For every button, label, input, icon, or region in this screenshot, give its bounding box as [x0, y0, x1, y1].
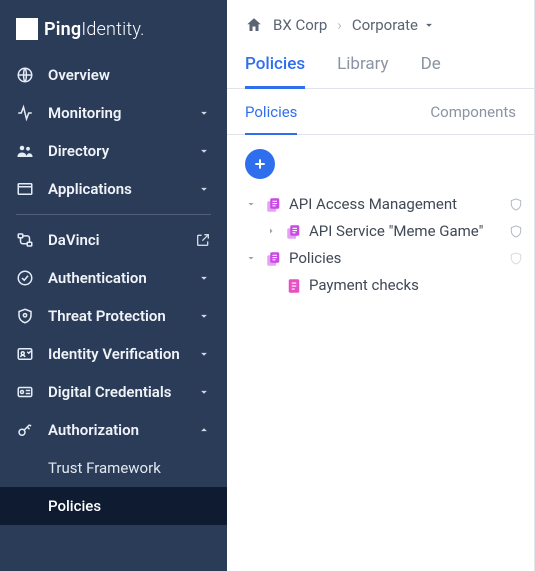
chevron-down-icon	[197, 144, 211, 158]
brand-name-thin: Identity.	[81, 19, 144, 40]
main-panel: BX Corp › Corporate Policies Library De …	[227, 0, 535, 571]
chevron-down-icon	[197, 182, 211, 196]
chevron-down-icon[interactable]	[245, 198, 259, 212]
chevron-down-icon	[197, 271, 211, 285]
breadcrumb-env[interactable]: Corporate	[352, 16, 436, 34]
sidebar-item-applications[interactable]: Applications	[0, 170, 227, 208]
brand-name: PingIdentity.	[44, 19, 145, 40]
subtab-components[interactable]: Components	[430, 89, 516, 134]
sidebar-item-digital-credentials[interactable]: Digital Credentials	[0, 373, 227, 411]
shield-outline-icon	[508, 251, 524, 267]
sidebar-item-label: Overview	[48, 66, 211, 84]
home-icon[interactable]	[245, 16, 263, 34]
breadcrumb-env-label: Corporate	[352, 16, 418, 34]
tree-node-api-service-meme-game[interactable]: API Service "Meme Game"	[245, 218, 524, 245]
window-icon	[16, 180, 34, 198]
sidebar-item-authorization[interactable]: Authorization	[0, 411, 227, 449]
add-button[interactable]	[245, 149, 275, 179]
chevron-down-icon	[197, 309, 211, 323]
policy-stack-icon	[265, 196, 283, 214]
tree-node-label: API Access Management	[289, 195, 502, 214]
plus-icon	[252, 156, 268, 172]
breadcrumb-org[interactable]: BX Corp	[273, 16, 327, 34]
tab-decision[interactable]: De	[421, 44, 441, 88]
sidebar-item-label: Digital Credentials	[48, 383, 183, 401]
sidebar-subitem-policies[interactable]: Policies	[0, 487, 227, 525]
chevron-up-icon	[197, 423, 211, 437]
chevron-down-icon	[422, 18, 436, 32]
sidebar-item-authentication[interactable]: Authentication	[0, 259, 227, 297]
tab-library[interactable]: Library	[337, 44, 388, 88]
policy-tree: API Access Management API Service "Meme …	[227, 187, 534, 299]
tabs-primary: Policies Library De	[227, 44, 534, 89]
sidebar-item-label: Threat Protection	[48, 307, 183, 325]
sidebar-item-label: DaVinci	[48, 231, 181, 249]
activity-icon	[16, 104, 34, 122]
credentials-icon	[16, 383, 34, 401]
brand: PingIdentity.	[0, 0, 227, 56]
globe-icon	[16, 66, 34, 84]
policy-stack-icon	[285, 223, 303, 241]
shield-icon	[16, 307, 34, 325]
brand-name-strong: Ping	[44, 19, 81, 40]
sidebar-item-monitoring[interactable]: Monitoring	[0, 94, 227, 132]
check-circle-icon	[16, 269, 34, 287]
sidebar-item-threat-protection[interactable]: Threat Protection	[0, 297, 227, 335]
chevron-right-icon[interactable]	[265, 225, 279, 239]
tree-node-payment-checks[interactable]: Payment checks	[245, 272, 524, 299]
subtab-policies[interactable]: Policies	[245, 89, 297, 135]
sidebar-subitem-trust-framework[interactable]: Trust Framework	[0, 449, 227, 487]
sidebar-item-label: Applications	[48, 180, 183, 198]
sidebar-divider	[16, 214, 211, 215]
tree-node-policies-group[interactable]: Policies	[245, 245, 524, 272]
sidebar-item-identity-verification[interactable]: Identity Verification	[0, 335, 227, 373]
tree-node-label: Policies	[289, 249, 502, 268]
policy-stack-icon	[265, 250, 283, 268]
shield-outline-icon	[508, 224, 524, 240]
flow-icon	[16, 231, 34, 249]
chevron-down-icon	[197, 106, 211, 120]
brand-logo-icon	[16, 18, 38, 40]
shield-outline-icon	[508, 197, 524, 213]
sidebar-item-label: Authorization	[48, 421, 183, 439]
sidebar-item-label: Directory	[48, 142, 183, 160]
sidebar-item-overview[interactable]: Overview	[0, 56, 227, 94]
chevron-down-icon[interactable]	[245, 252, 259, 266]
tabs-secondary: Policies Components	[227, 89, 534, 135]
sidebar-item-label: Authentication	[48, 269, 183, 287]
id-check-icon	[16, 345, 34, 363]
policy-doc-icon	[285, 277, 303, 295]
chevron-down-icon	[197, 347, 211, 361]
breadcrumb: BX Corp › Corporate	[227, 0, 534, 44]
key-icon	[16, 421, 34, 439]
sidebar-item-label: Identity Verification	[48, 345, 183, 363]
chevron-down-icon	[197, 385, 211, 399]
users-icon	[16, 142, 34, 160]
sidebar-item-davinci[interactable]: DaVinci	[0, 221, 227, 259]
sidebar-item-label: Monitoring	[48, 104, 183, 122]
sidebar: PingIdentity. Overview Monitoring Direct…	[0, 0, 227, 571]
tree-node-label: API Service "Meme Game"	[309, 222, 502, 241]
external-link-icon	[195, 232, 211, 248]
tree-toggle-spacer	[265, 279, 279, 293]
tree-node-label: Payment checks	[309, 276, 524, 295]
tab-policies[interactable]: Policies	[245, 44, 305, 89]
breadcrumb-separator-icon: ›	[337, 16, 342, 34]
tree-node-api-access-management[interactable]: API Access Management	[245, 191, 524, 218]
sidebar-item-directory[interactable]: Directory	[0, 132, 227, 170]
